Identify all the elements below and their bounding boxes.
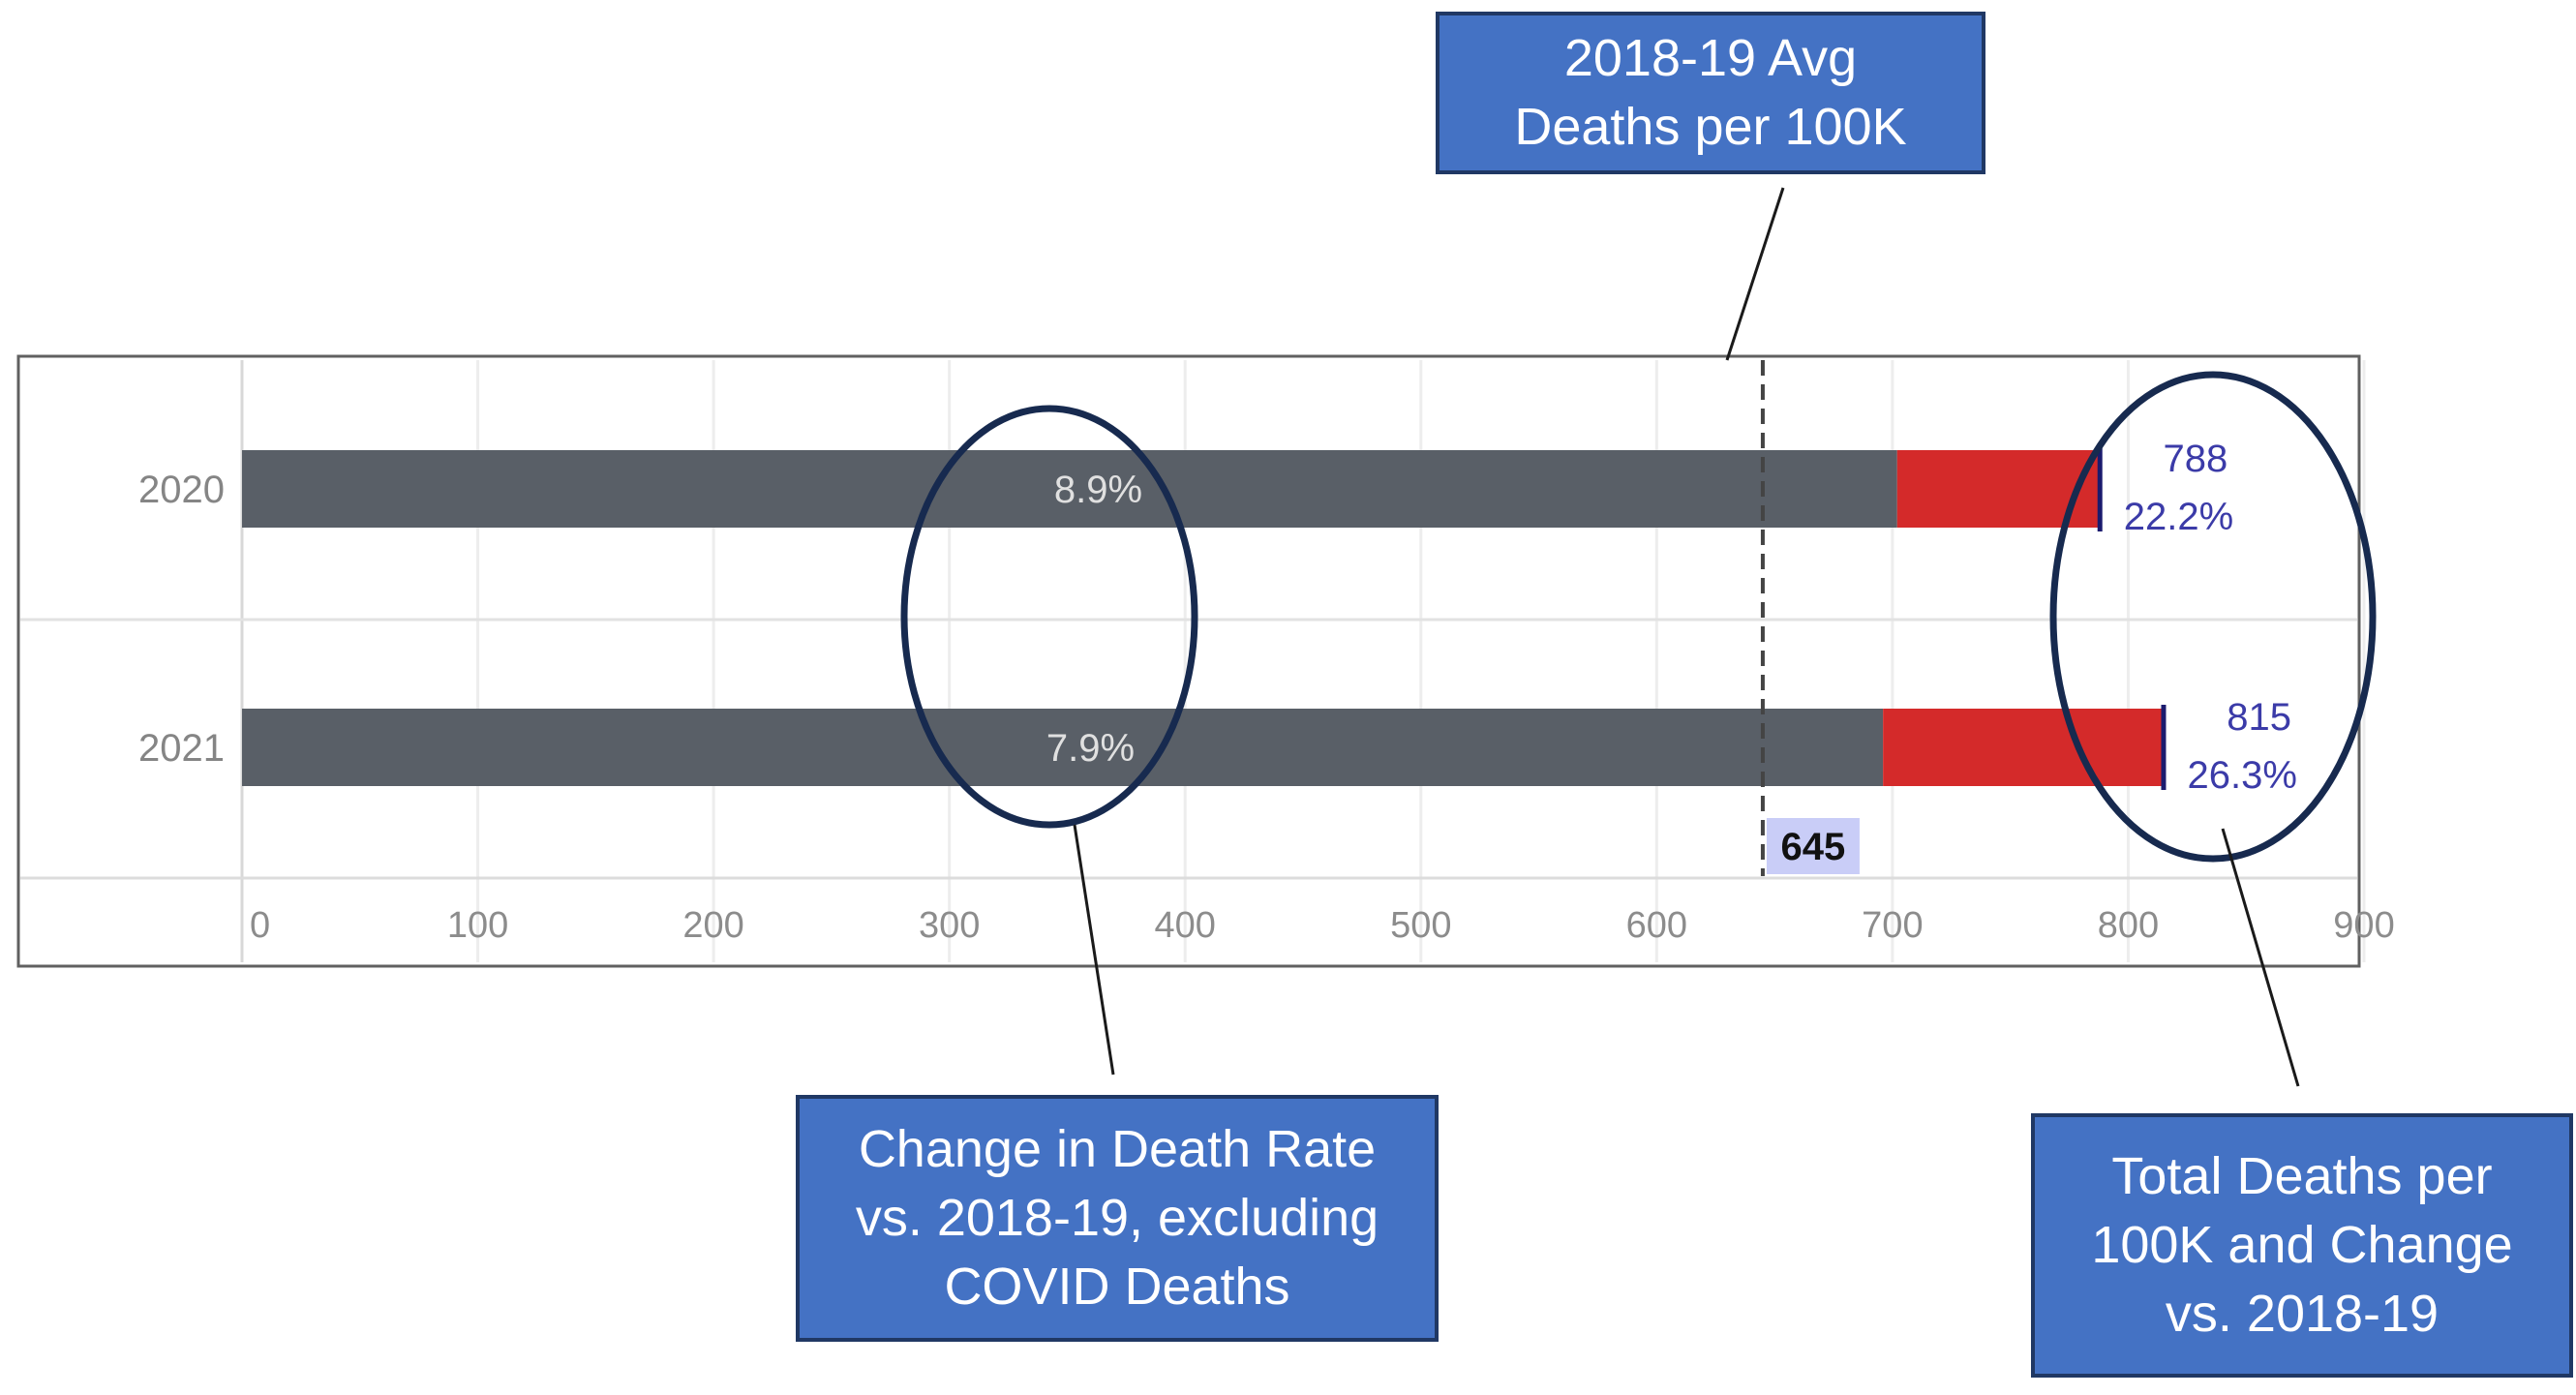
leader-line-avg [1725, 187, 1785, 361]
callout-change-line-3: COVID Deaths [944, 1258, 1290, 1317]
highlight-ellipse-change [900, 405, 1198, 829]
x-tick-label-300: 300 [919, 905, 980, 946]
callout-annotations [900, 187, 2377, 1087]
x-tick-label-0: 0 [250, 905, 270, 946]
bar-2021-segment-2 [1883, 709, 2164, 786]
bar-2020-segment-1 [242, 450, 1897, 528]
callout-total-line-2: 100K and Change [2091, 1215, 2513, 1274]
x-tick-label-100: 100 [447, 905, 508, 946]
x-tick-label-800: 800 [2098, 905, 2159, 946]
reference-value-label: 645 [1781, 826, 1846, 868]
callout-avg-deaths: 2018-19 Avg Deaths per 100K [1436, 12, 1985, 174]
labels: 0 100 200 300 400 500 600 700 800 900 2020 8.9% 788 2… [138, 438, 2395, 946]
bars [242, 446, 2167, 790]
callout-change-line-1: Change in Death Rate [858, 1119, 1377, 1178]
leader-line-change [1073, 824, 1115, 1076]
x-tick-label-200: 200 [682, 905, 743, 946]
x-tick-label-600: 600 [1626, 905, 1687, 946]
highlight-ellipse-totals [2049, 371, 2377, 863]
x-tick-label-900: 900 [2333, 905, 2394, 946]
bar-2021-segment-1 [242, 709, 1884, 786]
callout-change-line-2: vs. 2018-19, excluding [855, 1188, 1379, 1247]
x-tick-label-400: 400 [1155, 905, 1216, 946]
excl-covid-change-label-2021: 7.9% [1046, 727, 1135, 770]
callout-avg-line-2: Deaths per 100K [1514, 98, 1907, 156]
callout-avg-line-1: 2018-19 Avg [1563, 28, 1858, 87]
total-value-label-2020: 788 [2163, 438, 2227, 480]
gridlines [20, 360, 2366, 962]
total-change-label-2021: 26.3% [2188, 754, 2297, 797]
category-label-2021: 2021 [138, 727, 225, 770]
leader-line-totals [2221, 828, 2300, 1087]
x-tick-label-700: 700 [1862, 905, 1923, 946]
total-change-label-2020: 22.2% [2124, 496, 2233, 538]
callout-total-line-3: vs. 2018-19 [2165, 1285, 2440, 1344]
category-label-2020: 2020 [138, 469, 225, 511]
callout-change-excl-covid: Change in Death Rate vs. 2018-19, exclud… [796, 1095, 1439, 1342]
callout-total-line-1: Total Deaths per [2111, 1146, 2493, 1205]
total-value-label-2021: 815 [2227, 696, 2291, 739]
excl-covid-change-label-2020: 8.9% [1054, 469, 1142, 511]
reference-label-bg [1766, 818, 1860, 874]
callout-total-deaths: Total Deaths per 100K and Change vs. 201… [2031, 1113, 2573, 1378]
reference-line: 645 [1760, 360, 1860, 876]
x-tick-label-500: 500 [1390, 905, 1451, 946]
